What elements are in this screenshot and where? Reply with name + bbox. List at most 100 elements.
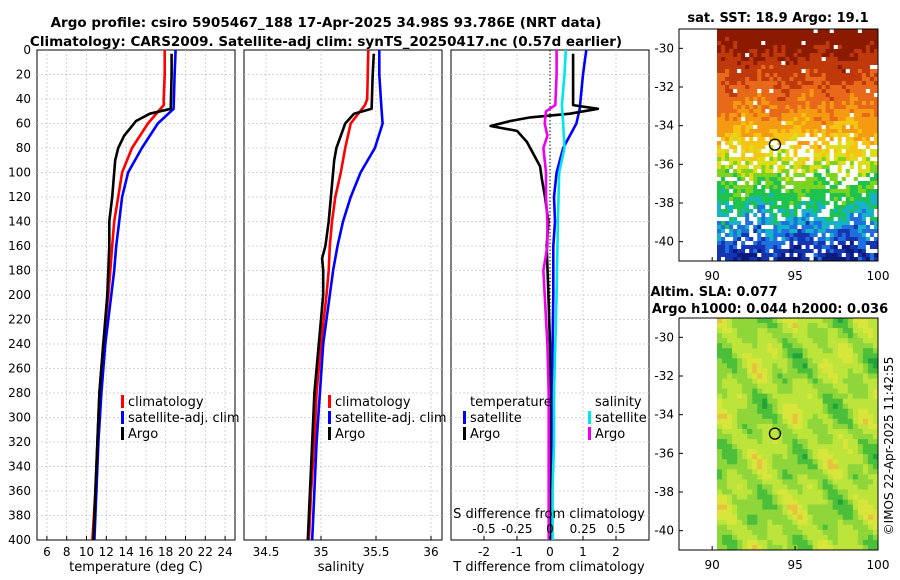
sst-cell bbox=[793, 89, 798, 94]
sst-cell bbox=[865, 225, 871, 230]
sla-cell bbox=[862, 363, 869, 369]
sla-cell bbox=[807, 348, 813, 354]
sla-cell bbox=[787, 534, 793, 541]
sst-cell bbox=[853, 33, 859, 38]
sst-cell bbox=[817, 137, 823, 142]
sla-cell bbox=[717, 353, 723, 359]
sst-cell bbox=[813, 97, 819, 102]
salinity-xlabel: salinity bbox=[318, 560, 365, 575]
sla-cell bbox=[857, 428, 864, 435]
sst-cell bbox=[817, 225, 823, 230]
sla-cell bbox=[762, 469, 768, 475]
sst-cell bbox=[781, 37, 786, 42]
sla-cell bbox=[767, 504, 773, 511]
sst-cell bbox=[717, 173, 722, 178]
sla-cell bbox=[782, 413, 788, 420]
sla-cell bbox=[762, 519, 768, 526]
sst-cell bbox=[737, 189, 742, 194]
sst-cell bbox=[789, 161, 794, 166]
sst-cell bbox=[765, 65, 770, 70]
sla-cell bbox=[842, 489, 849, 495]
sla-cell bbox=[812, 423, 819, 430]
sla-cell bbox=[737, 408, 743, 415]
sla-cell bbox=[807, 378, 813, 384]
sst-cell bbox=[813, 193, 819, 198]
sst-cell bbox=[825, 41, 831, 46]
sst-cell bbox=[717, 193, 722, 198]
sst-cell bbox=[845, 69, 851, 74]
sst-cell bbox=[809, 185, 815, 190]
sst-cell bbox=[781, 237, 786, 242]
sla-cell bbox=[767, 368, 773, 374]
sst-cell bbox=[849, 29, 855, 34]
sla-cell bbox=[717, 474, 723, 480]
sst-cell bbox=[761, 249, 766, 254]
sst-cell bbox=[853, 69, 859, 74]
sst-cell bbox=[761, 181, 766, 186]
sst-cell bbox=[753, 217, 758, 222]
sla-cell bbox=[857, 398, 864, 405]
sla-cell bbox=[857, 479, 864, 485]
sla-cell bbox=[812, 474, 819, 480]
sst-cell bbox=[853, 85, 859, 90]
sst-cell bbox=[789, 205, 794, 210]
sst-cell bbox=[805, 93, 810, 98]
sst-cell bbox=[809, 173, 815, 178]
sla-cell bbox=[797, 539, 803, 546]
sla-cell bbox=[777, 534, 783, 541]
sst-cell bbox=[745, 221, 750, 226]
sst-cell bbox=[849, 137, 855, 142]
sst-cell bbox=[737, 221, 742, 226]
sla-cell bbox=[777, 539, 783, 546]
sla-cell bbox=[727, 428, 733, 435]
sst-cell bbox=[785, 45, 790, 50]
sst-cell bbox=[821, 33, 827, 38]
sst-cell bbox=[721, 45, 726, 50]
sla-cell bbox=[742, 469, 748, 475]
sst-cell bbox=[789, 49, 794, 54]
sla-cell bbox=[847, 343, 854, 349]
sst-cell bbox=[781, 97, 786, 102]
sst-cell bbox=[825, 125, 831, 130]
sst-cell bbox=[757, 169, 762, 174]
sst-cell bbox=[729, 145, 734, 150]
sst-cell bbox=[725, 69, 730, 74]
sst-cell bbox=[873, 77, 878, 82]
sla-cell bbox=[727, 408, 733, 415]
sla-cell bbox=[767, 479, 773, 485]
sla-cell bbox=[827, 423, 834, 430]
sla-cell bbox=[807, 459, 813, 465]
sst-cell bbox=[721, 93, 726, 98]
sst-cell bbox=[773, 157, 778, 162]
sla-cell bbox=[812, 353, 819, 359]
sst-cell bbox=[717, 109, 722, 114]
sst-cell bbox=[857, 97, 863, 102]
depth-tick-label: 80 bbox=[16, 141, 31, 155]
sla-cell bbox=[732, 539, 738, 546]
sst-cell bbox=[789, 153, 794, 158]
sst-cell bbox=[781, 193, 786, 198]
sst-cell bbox=[805, 105, 810, 110]
sla-cell bbox=[732, 368, 738, 374]
sst-cell bbox=[745, 33, 750, 38]
sst-cell bbox=[821, 45, 827, 50]
sla-cell bbox=[727, 489, 733, 495]
sla-cell bbox=[822, 373, 829, 379]
sla-cell bbox=[822, 474, 829, 480]
sla-cell bbox=[837, 423, 844, 430]
sst-cell bbox=[733, 225, 738, 230]
sst-cell bbox=[857, 29, 863, 34]
sla-cell bbox=[727, 479, 733, 485]
sst-cell bbox=[829, 97, 835, 102]
sla-cell bbox=[792, 328, 798, 334]
sla-cell bbox=[832, 343, 839, 349]
sst-cell bbox=[789, 61, 794, 66]
sst-cell bbox=[813, 73, 819, 78]
sst-cell bbox=[849, 177, 855, 182]
sst-cell bbox=[721, 237, 726, 242]
sla-cell bbox=[817, 539, 824, 546]
sla-cell bbox=[812, 499, 819, 506]
sst-cell bbox=[809, 221, 815, 226]
sst-cell bbox=[757, 109, 762, 114]
sst-cell bbox=[733, 73, 738, 78]
